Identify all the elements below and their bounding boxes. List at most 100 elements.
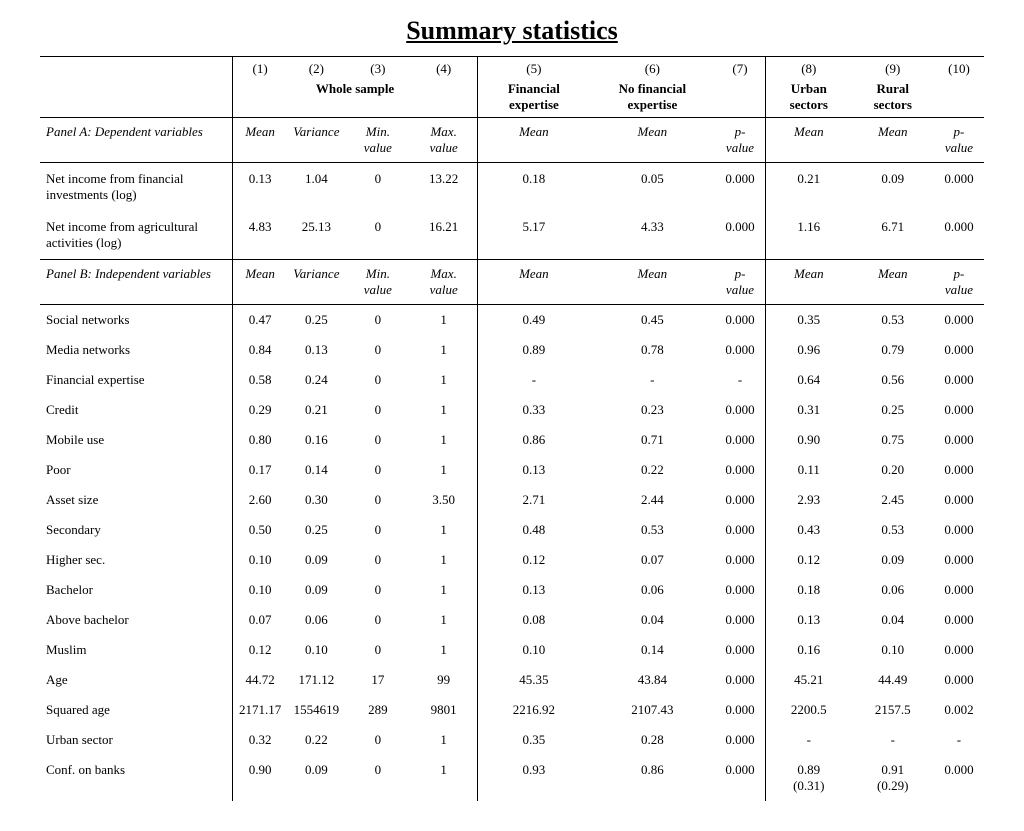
cell: 1 (410, 605, 477, 635)
cell: 0.000 (715, 485, 765, 515)
cell: 0.07 (590, 545, 715, 575)
cell: 0.43 (766, 515, 852, 545)
table-row: Net income from agricultural activities … (40, 211, 984, 260)
cell: 0 (345, 455, 410, 485)
cell: - (934, 725, 984, 755)
cell: 0.000 (715, 605, 765, 635)
group-urban: Urban sectors (766, 77, 852, 118)
table-row: Higher sec.0.100.09010.120.070.0000.120.… (40, 545, 984, 575)
cell: 25.13 (287, 211, 345, 260)
cell: 0.56 (852, 365, 934, 395)
table-row: Above bachelor0.070.06010.080.040.0000.1… (40, 605, 984, 635)
cell: 2.93 (766, 485, 852, 515)
cell: 1 (410, 545, 477, 575)
group-rural: Rural sectors (852, 77, 934, 118)
stat-mean: Mean (233, 118, 288, 163)
cell: 0 (345, 395, 410, 425)
cell: 0.93 (478, 755, 590, 801)
stat-pvalue-2: p-value (934, 118, 984, 163)
row-label: Mobile use (40, 425, 233, 455)
cell: 0.13 (478, 575, 590, 605)
cell: 0.53 (590, 515, 715, 545)
cell: 1 (410, 425, 477, 455)
panel-b-header: Panel B: Independent variables Mean Vari… (40, 260, 984, 305)
cell: 0.86 (478, 425, 590, 455)
cell: 0.18 (766, 575, 852, 605)
cell: 0.04 (852, 605, 934, 635)
group-whole-sample: Whole sample (233, 77, 478, 118)
table-row: Bachelor0.100.09010.130.060.0000.180.060… (40, 575, 984, 605)
cell: 2.60 (233, 485, 288, 515)
stat-pvalue: p-value (715, 118, 765, 163)
cell: 0.12 (478, 545, 590, 575)
table-row: Social networks0.470.25010.490.450.0000.… (40, 305, 984, 336)
group-no-fin-exp: No financial expertise (590, 77, 715, 118)
row-label: Social networks (40, 305, 233, 336)
cell: 0.08 (478, 605, 590, 635)
cell: 171.12 (287, 665, 345, 695)
cell: 0.000 (715, 755, 765, 801)
cell: 0.000 (715, 725, 765, 755)
cell: 0.49 (478, 305, 590, 336)
cell: 0.10 (233, 545, 288, 575)
cell: 0.000 (934, 515, 984, 545)
cell: 1554619 (287, 695, 345, 725)
cell: 0.10 (287, 635, 345, 665)
col-num-6: (6) (590, 57, 715, 78)
cell: 0 (345, 755, 410, 801)
cell: 2107.43 (590, 695, 715, 725)
cell: 0 (345, 485, 410, 515)
cell: 0.89 (478, 335, 590, 365)
row-label: Bachelor (40, 575, 233, 605)
cell: 0.09 (287, 575, 345, 605)
cell: 0.000 (715, 545, 765, 575)
cell: 0.11 (766, 455, 852, 485)
cell: 0.89(0.31) (766, 755, 852, 801)
row-label: Secondary (40, 515, 233, 545)
cell: 2157.5 (852, 695, 934, 725)
cell: 0.10 (233, 575, 288, 605)
row-label: Net income from agricultural activities … (40, 211, 233, 260)
cell: 43.84 (590, 665, 715, 695)
cell: 0.000 (934, 575, 984, 605)
cell: 0 (345, 425, 410, 455)
cell: 6.71 (852, 211, 934, 260)
stat-mean-3: Mean (590, 118, 715, 163)
cell: 0.000 (934, 665, 984, 695)
cell: 0.05 (590, 163, 715, 212)
cell: 0.06 (852, 575, 934, 605)
row-label: Age (40, 665, 233, 695)
cell: 0.86 (590, 755, 715, 801)
col-num-7: (7) (715, 57, 765, 78)
row-label: Media networks (40, 335, 233, 365)
cell: 1 (410, 515, 477, 545)
cell: 2216.92 (478, 695, 590, 725)
cell: 0.000 (715, 665, 765, 695)
table-row: Poor0.170.14010.130.220.0000.110.200.000 (40, 455, 984, 485)
cell: 0 (345, 163, 410, 212)
cell: 0.71 (590, 425, 715, 455)
cell: 0.000 (715, 575, 765, 605)
cell: 0.21 (766, 163, 852, 212)
cell: 0.84 (233, 335, 288, 365)
stat-mean-4: Mean (766, 118, 852, 163)
cell: 0.96 (766, 335, 852, 365)
cell: 0 (345, 515, 410, 545)
cell: 0.12 (233, 635, 288, 665)
cell: 0.10 (478, 635, 590, 665)
cell: 0.50 (233, 515, 288, 545)
cell: 0.002 (934, 695, 984, 725)
cell: 0.17 (233, 455, 288, 485)
table-row: Secondary0.500.25010.480.530.0000.430.53… (40, 515, 984, 545)
cell: 0.64 (766, 365, 852, 395)
cell: 0.000 (715, 425, 765, 455)
cell: 0.000 (715, 163, 765, 212)
cell: 0.000 (934, 545, 984, 575)
cell: 0.47 (233, 305, 288, 336)
cell: 0.23 (590, 395, 715, 425)
cell: 45.35 (478, 665, 590, 695)
panel-b-title: Panel B: Independent variables (40, 260, 233, 305)
cell: 1 (410, 305, 477, 336)
cell: 0.000 (934, 635, 984, 665)
cell: 2.71 (478, 485, 590, 515)
